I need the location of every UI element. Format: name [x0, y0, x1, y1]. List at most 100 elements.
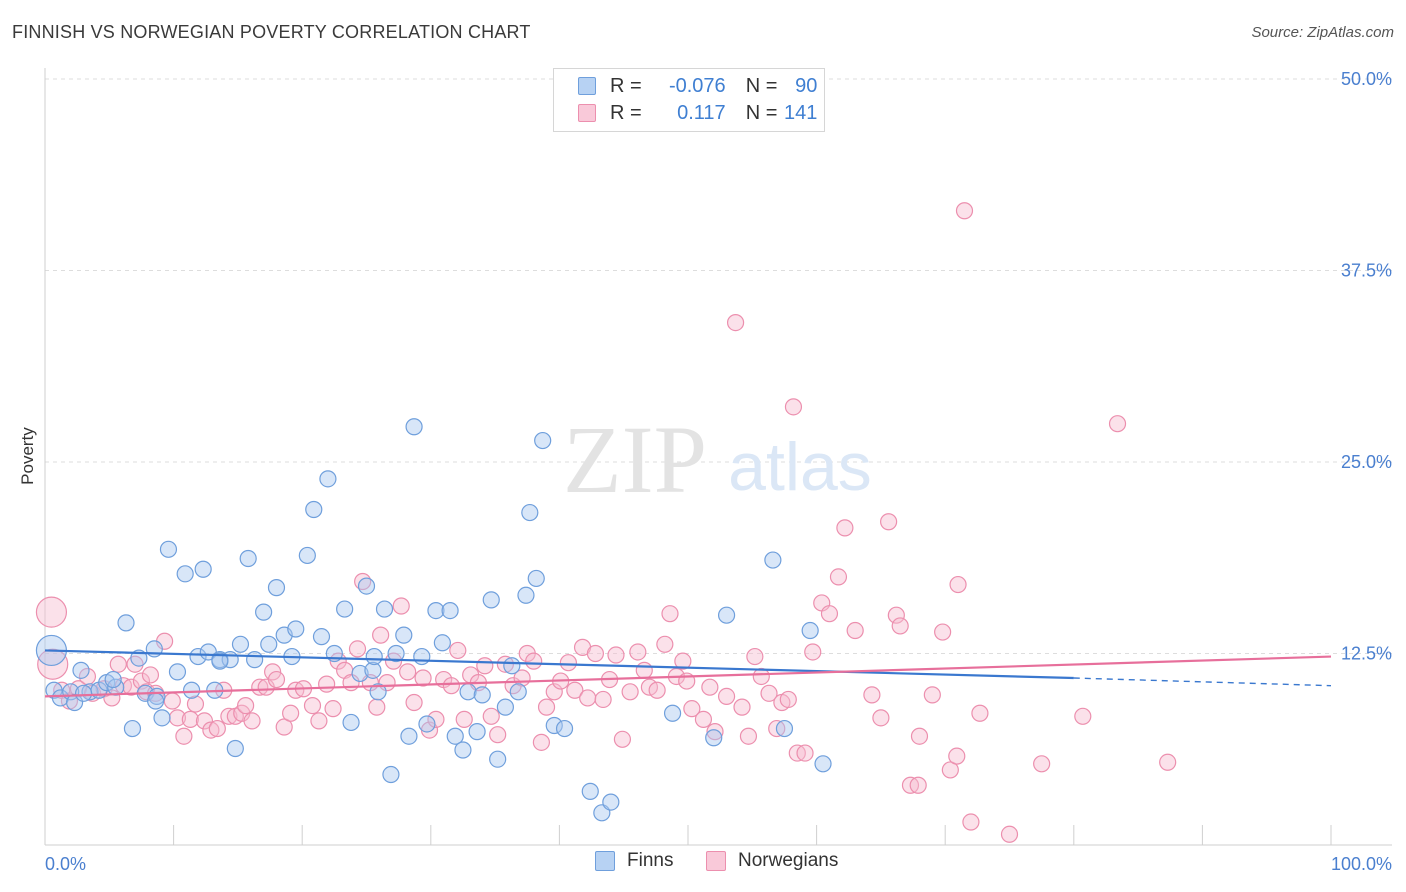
finn-point: [365, 647, 383, 666]
norwegian-point: [109, 655, 127, 673]
norwegian-point: [820, 605, 839, 623]
finn-point: [814, 755, 832, 773]
norwegian-point: [613, 730, 632, 748]
norwegians-points: [35, 202, 1177, 843]
norwegian-point: [863, 686, 881, 704]
finn-point: [387, 644, 405, 663]
finn-point: [351, 664, 369, 683]
finn-point: [226, 739, 244, 758]
finn-point: [287, 620, 305, 638]
finn-point: [418, 715, 436, 733]
norwegian-point: [282, 704, 300, 722]
norwegian-point: [163, 692, 181, 710]
watermark-zip: ZIP: [563, 406, 707, 513]
norwegian-point: [910, 727, 929, 745]
bottom-norwegians-swatch: [706, 851, 726, 871]
norwegian-point: [891, 617, 909, 635]
norwegian-point: [310, 712, 328, 730]
norwegian-point: [784, 398, 803, 416]
norwegian-point: [694, 710, 713, 728]
norwegian-point: [566, 681, 584, 699]
norwegian-point: [726, 313, 745, 332]
norwegian-point: [887, 606, 905, 624]
norwegian-point: [175, 727, 193, 745]
norwegian-point: [962, 813, 980, 831]
finn-point: [468, 723, 486, 741]
norwegian-point: [35, 596, 68, 628]
norwegian-point: [37, 648, 69, 680]
norwegian-point: [559, 654, 578, 672]
finn-point: [459, 683, 477, 701]
finn-point: [369, 683, 387, 701]
norwegian-point: [496, 655, 514, 673]
finn-point: [382, 765, 400, 784]
norwegians-n-label: N =: [745, 101, 778, 124]
finn-point: [433, 634, 451, 652]
y-tick-label: 37.5%: [1341, 261, 1392, 281]
norwegian-point: [909, 776, 927, 794]
norwegian-point: [586, 644, 605, 663]
norwegian-point: [476, 657, 494, 675]
y-tick-label: 50.0%: [1341, 69, 1392, 89]
norwegian-point: [303, 696, 322, 715]
finn-point: [764, 551, 782, 569]
finn-point: [267, 579, 286, 597]
norwegians-r-label: R =: [610, 101, 642, 124]
finn-point: [482, 591, 500, 609]
finn-point: [189, 647, 207, 666]
finn-point: [503, 657, 521, 675]
norwegian-point: [1033, 755, 1051, 773]
norwegian-point: [442, 677, 460, 695]
bottom-finns-swatch: [595, 851, 615, 871]
finn-point: [176, 565, 194, 583]
finns-n-label: N =: [745, 74, 778, 97]
finn-point: [427, 602, 445, 620]
norwegian-point: [629, 643, 647, 661]
finn-point: [364, 661, 382, 679]
norwegian-point: [804, 643, 822, 661]
finn-point: [441, 602, 459, 620]
norwegian-point: [746, 647, 764, 666]
finn-point: [496, 698, 514, 716]
norwegian-point: [414, 669, 432, 687]
norwegian-point: [796, 744, 814, 762]
bottom-norwegians-label: Norwegians: [738, 850, 839, 871]
finn-point: [246, 651, 264, 669]
watermark: ZIP atlas: [563, 406, 872, 513]
norwegian-point: [701, 678, 719, 696]
norwegian-point: [661, 605, 679, 623]
finn-point: [298, 546, 316, 565]
finn-point: [413, 647, 431, 666]
finn-point: [527, 569, 545, 588]
bottom-legend-finns: Finns: [595, 850, 673, 872]
finn-point: [336, 600, 354, 618]
norwegian-point: [372, 626, 390, 644]
finn-point: [775, 719, 794, 738]
finn-point: [705, 729, 723, 747]
finn-point: [489, 750, 507, 768]
chart-title: FINNISH VS NORWEGIAN POVERTY CORRELATION…: [12, 22, 531, 42]
finn-point: [602, 793, 620, 811]
norwegian-point: [237, 696, 255, 715]
watermark-atlas: atlas: [728, 429, 872, 505]
norwegian-point: [220, 707, 238, 725]
norwegian-point: [267, 670, 286, 689]
finns-r-label: R =: [610, 74, 642, 97]
norwegian-point: [872, 709, 890, 727]
norwegian-point: [648, 681, 666, 699]
finn-point: [545, 716, 563, 735]
norwegian-point: [195, 712, 214, 730]
finn-point: [555, 719, 574, 738]
norwegian-point: [923, 686, 941, 704]
finns-r-value: -0.076: [668, 74, 726, 97]
norwegian-point: [368, 698, 386, 716]
norwegian-point: [635, 661, 653, 679]
norwegian-point: [674, 652, 692, 670]
finn-point: [454, 741, 472, 759]
norwegian-point: [251, 678, 269, 696]
finn-point: [159, 540, 178, 558]
norwegian-point: [243, 712, 261, 730]
norwegian-point: [779, 690, 797, 709]
finn-point: [534, 431, 552, 450]
norwegian-point: [525, 652, 543, 670]
